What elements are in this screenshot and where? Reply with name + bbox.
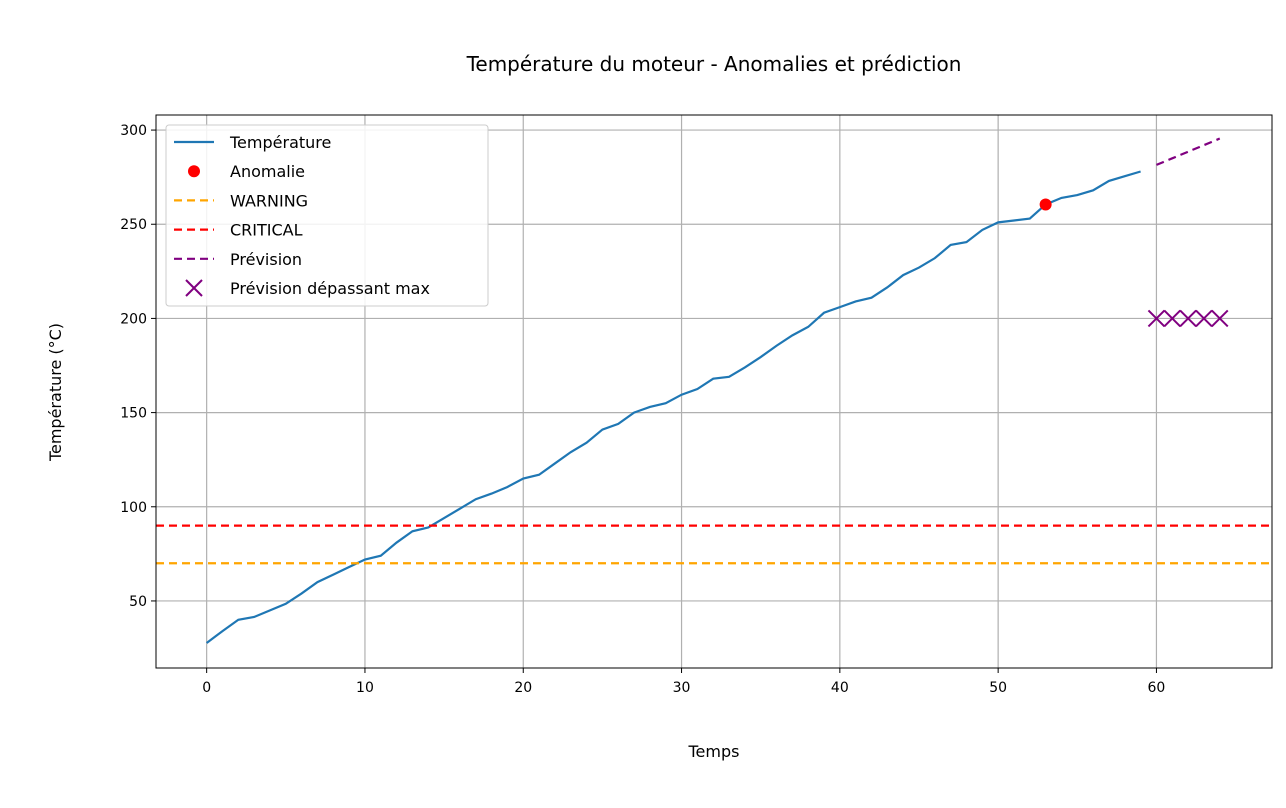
y-tick-label: 50 xyxy=(129,594,147,610)
legend-swatch xyxy=(188,165,200,178)
x-tick-label: 10 xyxy=(356,680,374,696)
anomaly-point xyxy=(1039,198,1052,211)
x-marker-stroke xyxy=(1195,309,1213,328)
forecast-exceed-marker xyxy=(1179,309,1197,328)
x-tick-label: 60 xyxy=(1148,680,1166,696)
y-tick-label: 250 xyxy=(120,217,147,233)
x-marker-stroke xyxy=(185,279,203,297)
x-marker-stroke xyxy=(1211,309,1229,328)
legend-label: WARNING xyxy=(230,191,308,210)
y-tick-label: 200 xyxy=(120,311,147,327)
y-tick-label: 100 xyxy=(120,500,147,516)
y-tick-label: 300 xyxy=(120,123,147,139)
x-tick-label: 20 xyxy=(514,680,532,696)
series-group xyxy=(156,137,1272,644)
x-marker-stroke xyxy=(1163,309,1181,328)
ticks: 0 10 20 30 40 50 60 50 100 150 200 250 300 xyxy=(120,123,1165,696)
x-tick-label: 40 xyxy=(831,680,849,696)
x-axis-label: Temps xyxy=(688,742,740,761)
plot-marks xyxy=(156,137,1272,644)
x-tick-label: 30 xyxy=(673,680,691,696)
forecast-exceed-marker xyxy=(1147,309,1166,328)
x-marker-stroke xyxy=(1179,309,1197,328)
legend: Température Anomalie WARNING CRITICAL Prévis… xyxy=(165,124,489,307)
forecast-exceed-marker xyxy=(1163,309,1181,328)
legend-label: Prévision dépassant max xyxy=(230,279,430,298)
x-tick-label: 50 xyxy=(989,680,1007,696)
x-tick-label: 0 xyxy=(202,680,211,696)
forecast-exceed-marker xyxy=(1211,309,1229,328)
legend-swatch xyxy=(185,279,203,297)
legend-label: Température xyxy=(229,133,331,152)
legend-label: Anomalie xyxy=(230,162,305,181)
chart-title: Température du moteur - Anomalies et pré… xyxy=(466,52,962,76)
legend-label: CRITICAL xyxy=(230,221,303,240)
x-marker-stroke xyxy=(1147,309,1166,328)
plot-frame xyxy=(155,114,1273,669)
legend-label: Prévision xyxy=(230,250,302,269)
y-axis-label: Température (°C) xyxy=(46,323,65,462)
legend-box xyxy=(165,124,489,307)
forecast-line xyxy=(1156,137,1221,166)
forecast-exceed-marker xyxy=(1195,309,1213,328)
temperature-line xyxy=(205,170,1141,644)
y-tick-label: 150 xyxy=(120,406,147,422)
